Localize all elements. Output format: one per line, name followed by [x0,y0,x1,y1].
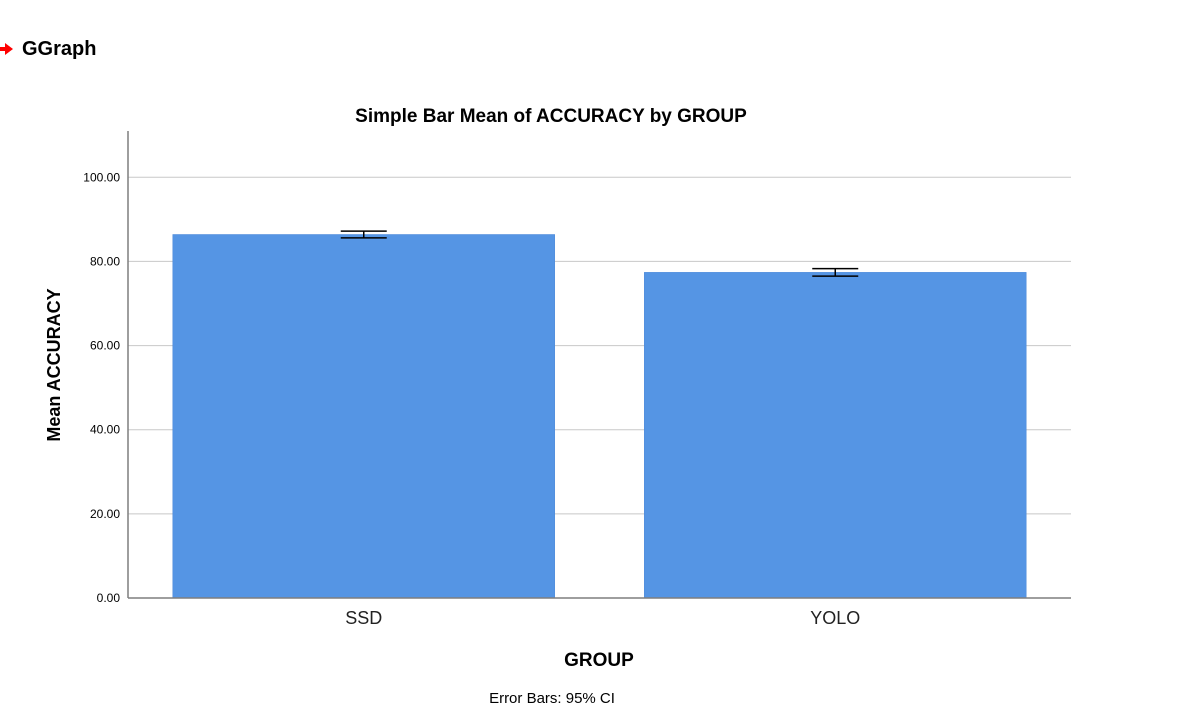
x-axis-label: GROUP [564,650,634,671]
bar [172,234,555,599]
y-axis-label: Mean ACCURACY [44,288,64,441]
y-tick-label: 60.00 [90,339,120,353]
y-tick-label: 40.00 [90,423,120,437]
output-header: GGraph [0,34,96,64]
x-tick-label: SSD [345,608,382,628]
y-tick-label: 80.00 [90,254,120,268]
x-tick-label: YOLO [810,608,860,628]
bar [644,272,1027,599]
y-tick-label: 20.00 [90,507,120,521]
footnote: Error Bars: 95% CI [489,690,615,707]
output-title: GGraph [22,37,97,60]
chart-title: Simple Bar Mean of ACCURACY by GROUP [355,106,747,127]
tick-labels: 0.00 20.00 40.00 60.00 80.00 100.00 SSD YOLO [83,170,860,628]
axes [127,131,1071,599]
red-arrow-icon [0,43,13,55]
y-tick-label: 100.00 [83,170,120,184]
bars [172,230,1027,599]
y-tick-label: 0.00 [97,591,121,605]
